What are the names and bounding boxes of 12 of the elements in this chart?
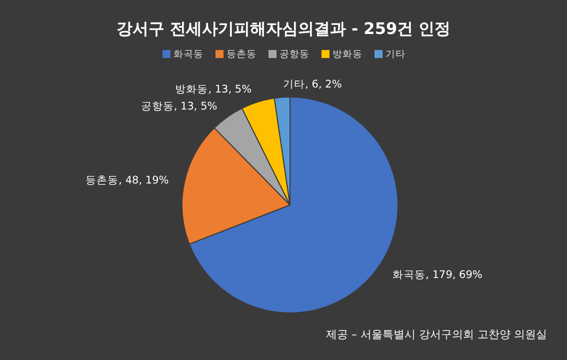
legend-label: 방화동 <box>332 49 362 60</box>
data-label: 등촌동, 48, 19% <box>86 174 169 186</box>
data-label: 기타, 6, 2% <box>283 78 342 90</box>
legend-label: 공항동 <box>280 49 310 60</box>
data-label: 공항동, 13, 5% <box>140 100 218 113</box>
data-label: 방화동, 13, 5% <box>175 84 252 96</box>
legend-label: 화곡동 <box>174 49 204 60</box>
text: 제공 – 서울특별시 강서구의회 고찬양 의원실 <box>326 328 547 341</box>
chart-title: 강서구 전세사기피해자심의결과 - 259건 인정 <box>116 19 451 38</box>
legend-label: 등촌동 <box>226 49 256 60</box>
legend-label: 기타 <box>386 49 406 60</box>
data-label: 화곡동, 179, 69% <box>392 268 482 281</box>
